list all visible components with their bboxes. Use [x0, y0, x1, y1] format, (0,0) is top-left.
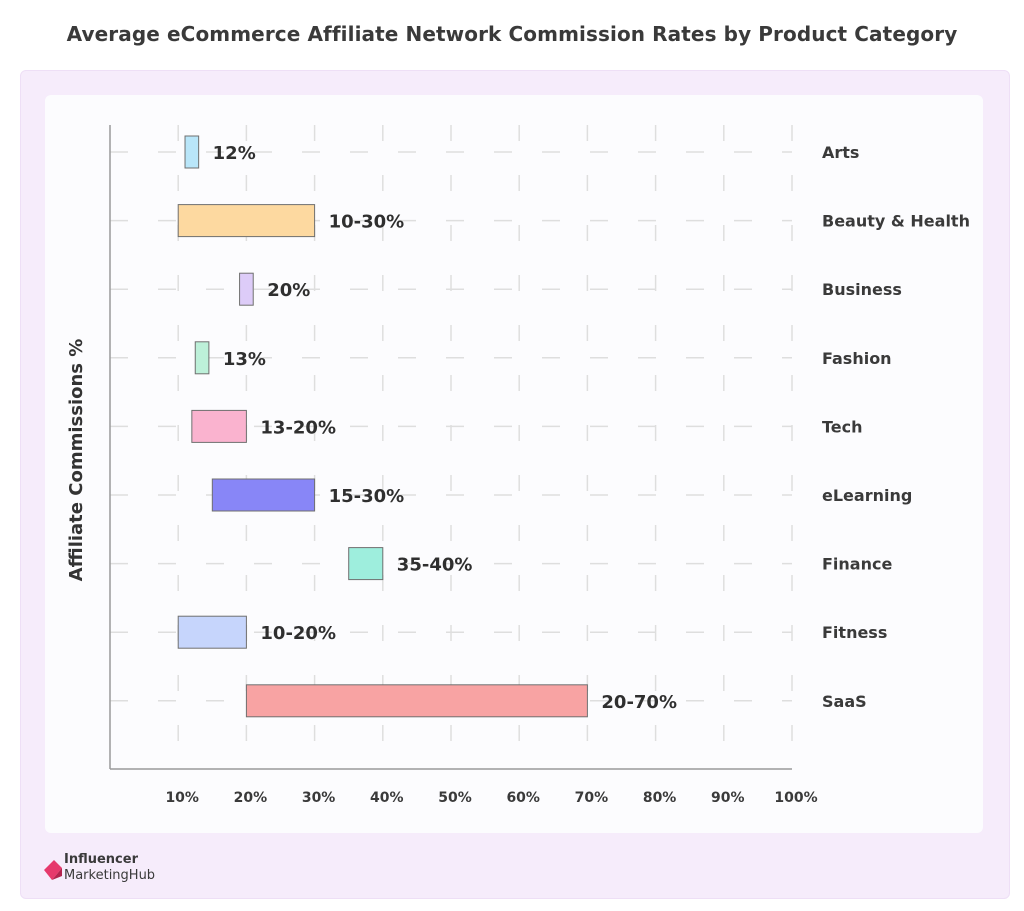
value-label: 35-40%: [397, 555, 473, 576]
bar-arts: [184, 135, 200, 169]
category-label: Arts: [822, 143, 859, 162]
category-label: Fashion: [822, 349, 892, 368]
x-tick-label: 20%: [234, 790, 268, 806]
bar-elearning: [211, 478, 316, 512]
axis-layer: Affiliate Commissions %: [66, 125, 792, 770]
category-label: Finance: [822, 555, 892, 574]
value-label: 13%: [223, 349, 266, 370]
bar-finance: [348, 547, 384, 581]
bar-saas: [245, 684, 588, 718]
category-label: Tech: [822, 417, 863, 436]
x-tick-label: 30%: [302, 790, 336, 806]
bar-business: [239, 272, 254, 306]
value-label: 12%: [213, 143, 256, 164]
value-label: 20-70%: [601, 692, 677, 713]
bar-fashion: [194, 341, 210, 375]
bar-beauty-health: [177, 204, 316, 238]
x-tick-label: 60%: [506, 790, 540, 806]
x-tick-labels: 10% 20% 30% 40% 50% 60% 70% 80% 90% 100%: [165, 790, 817, 806]
value-label: 10-20%: [260, 623, 336, 644]
x-tick-label: 100%: [774, 790, 817, 806]
value-label: 13-20%: [260, 417, 336, 438]
brand-name-line1: Influencer: [64, 852, 138, 867]
category-label: eLearning: [822, 486, 912, 505]
x-tick-label: 90%: [711, 790, 745, 806]
value-label: 10-30%: [329, 212, 405, 233]
category-label: Beauty & Health: [822, 212, 970, 231]
value-label: 15-30%: [329, 486, 405, 507]
value-label: 20%: [267, 280, 310, 301]
bars: [177, 135, 588, 718]
y-axis-label: Affiliate Commissions %: [66, 339, 87, 582]
bar-fitness: [177, 615, 247, 649]
x-tick-label: 80%: [643, 790, 677, 806]
x-tick-label: 10%: [165, 790, 199, 806]
brand-logo: Influencer MarketingHub: [42, 852, 192, 888]
brand-logo-icon: [44, 860, 62, 880]
bar-tech: [191, 409, 247, 443]
category-labels: Arts Beauty & Health Business Fashion Tech eL…: [822, 143, 970, 711]
chart-title: Average eCommerce Affiliate Network Comm…: [66, 22, 958, 46]
x-tick-label: 40%: [370, 790, 404, 806]
category-label: SaaS: [822, 692, 867, 711]
category-label: Fitness: [822, 623, 887, 642]
x-tick-label: 70%: [575, 790, 609, 806]
x-tick-label: 50%: [438, 790, 472, 806]
category-label: Business: [822, 280, 902, 299]
brand-name-line2: MarketingHub: [64, 868, 156, 883]
value-labels: 12% 10-30% 20% 13% 13-20% 15-30% 35-40% 10-20% 2…: [213, 143, 677, 713]
